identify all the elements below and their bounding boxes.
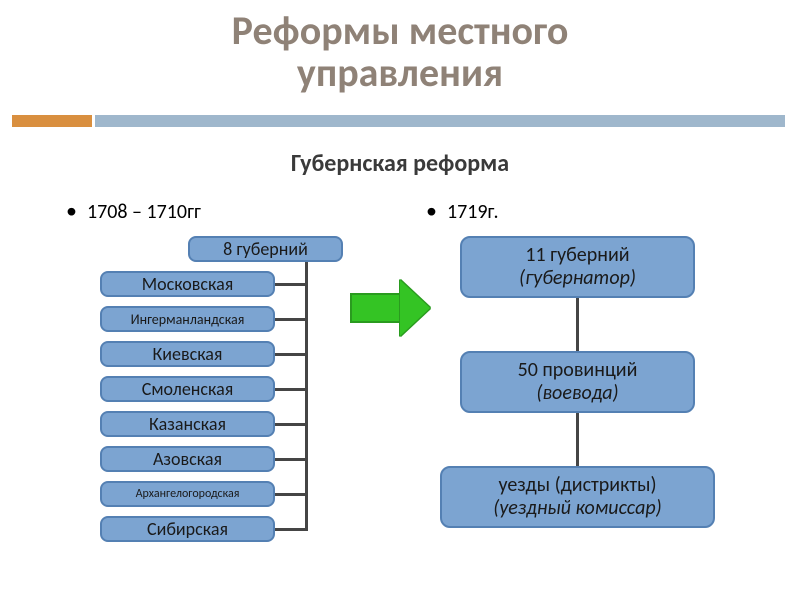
arrow-head bbox=[400, 280, 430, 336]
left-diagram: 8 губерний Московская Ингерманландская Киев… bbox=[40, 236, 400, 566]
right-node-line2: (уездный комиссар) bbox=[493, 497, 661, 520]
right-connector bbox=[576, 413, 579, 466]
gubernia-node: Ингерманландская bbox=[100, 306, 275, 332]
right-bullet-row: • 1719г. bbox=[400, 200, 760, 224]
bullet-icon: • bbox=[66, 200, 77, 222]
gubernia-node: Казанская bbox=[100, 411, 275, 437]
connector-h bbox=[275, 423, 308, 426]
right-bullet-text: 1719г. bbox=[447, 200, 499, 224]
connector-h bbox=[275, 283, 308, 286]
root-node: 8 губерний bbox=[188, 236, 343, 262]
arrow-body bbox=[350, 293, 400, 323]
subtitle: Губернская реформа bbox=[0, 149, 800, 178]
right-connector bbox=[576, 298, 579, 351]
connector-h bbox=[275, 353, 308, 356]
gubernia-node: Смоленская bbox=[100, 376, 275, 402]
bullet-icon: • bbox=[426, 200, 437, 222]
decor-bar-orange bbox=[12, 115, 92, 127]
connector-h bbox=[275, 458, 308, 461]
right-node-line2: (губернатор) bbox=[519, 267, 636, 290]
right-node: 11 губерний(губернатор) bbox=[460, 236, 695, 298]
connector-h bbox=[275, 528, 308, 531]
title-line1: Реформы местного bbox=[0, 10, 800, 52]
left-bullet-text: 1708 – 1710гг bbox=[87, 200, 201, 224]
right-node: 50 провинций(воевода) bbox=[460, 351, 695, 413]
title-line2: управления bbox=[0, 52, 800, 94]
connector-trunk bbox=[305, 262, 308, 529]
right-node-line1: 50 провинций bbox=[518, 359, 638, 382]
right-node: уезды (дистрикты)(уездный комиссар) bbox=[440, 466, 715, 528]
connector-h bbox=[275, 318, 308, 321]
right-diagram: 11 губерний(губернатор) 50 провинций(воев… bbox=[400, 236, 760, 566]
left-column: • 1708 – 1710гг 8 губерний Московская Инге… bbox=[40, 200, 400, 566]
connector-h bbox=[275, 493, 308, 496]
gubernia-node: Сибирская bbox=[100, 516, 275, 542]
gubernia-node: Архангелогородская bbox=[100, 481, 275, 507]
right-column: • 1719г. 11 губерний(губернатор) 50 прови… bbox=[400, 200, 760, 566]
gubernia-node: Киевская bbox=[100, 341, 275, 367]
gubernia-node: Московская bbox=[100, 271, 275, 297]
decor-bar-blue bbox=[95, 115, 785, 127]
gubernia-node: Азовская bbox=[100, 446, 275, 472]
arrow-icon bbox=[350, 280, 430, 336]
right-node-line1: уезды (дистрикты) bbox=[498, 474, 656, 497]
page-title: Реформы местного управления bbox=[0, 0, 800, 94]
right-node-line2: (воевода) bbox=[536, 382, 618, 405]
connector-h bbox=[275, 388, 308, 391]
left-bullet-row: • 1708 – 1710гг bbox=[40, 200, 400, 224]
columns: • 1708 – 1710гг 8 губерний Московская Инге… bbox=[0, 200, 800, 566]
right-node-line1: 11 губерний bbox=[525, 244, 629, 267]
